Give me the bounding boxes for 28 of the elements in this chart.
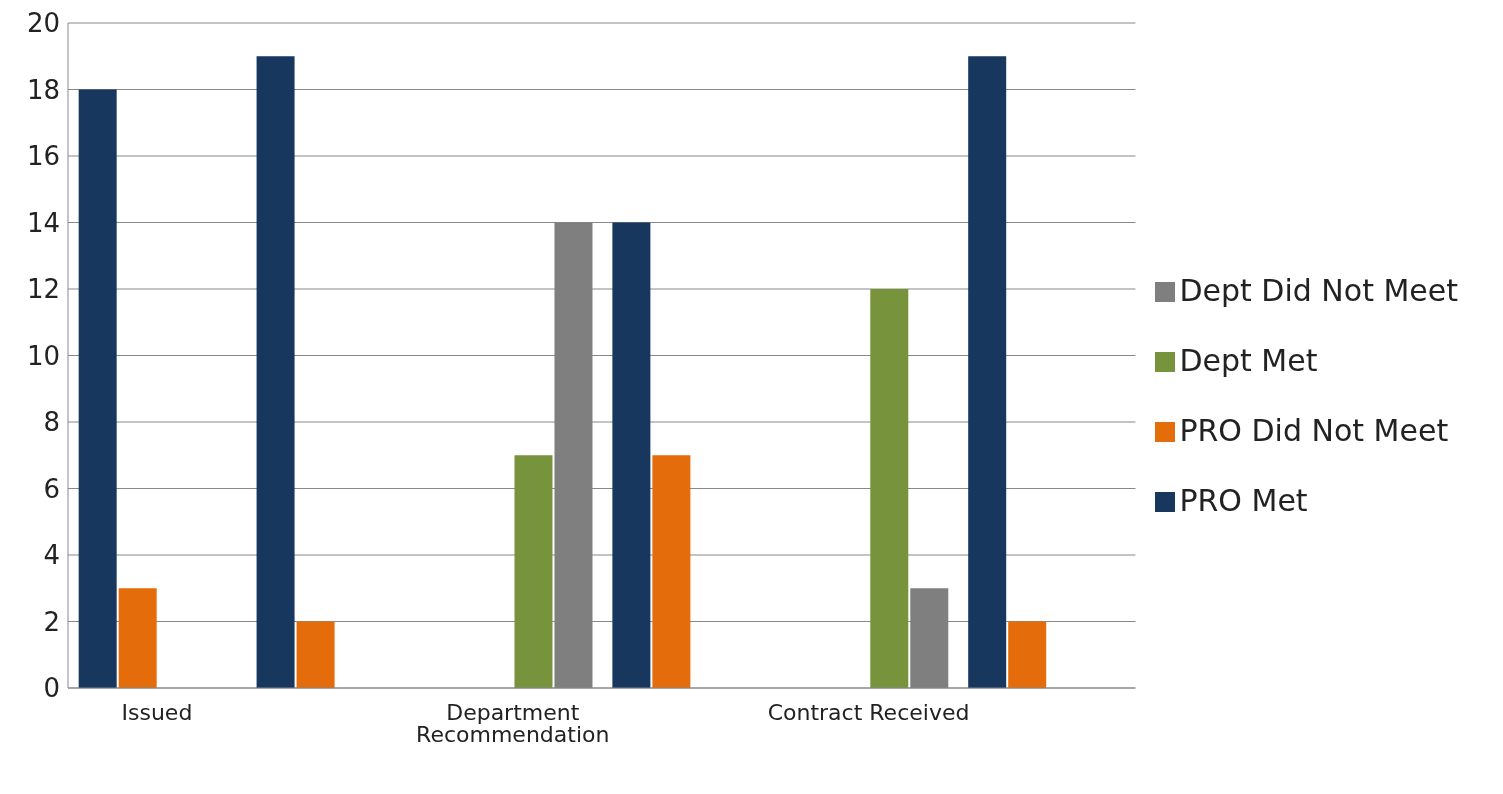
bar: [514, 455, 553, 688]
y-tick-label: 0: [43, 673, 60, 704]
bar: [870, 289, 909, 688]
y-tick-label: 8: [43, 407, 60, 438]
y-tick-label: 2: [43, 606, 60, 637]
y-tick-label: 16: [26, 141, 60, 172]
x-tick-label: Department Recommendation: [416, 699, 610, 747]
bar: [118, 588, 157, 688]
y-tick-label: 18: [26, 74, 60, 105]
y-tick-label: 20: [26, 8, 60, 39]
bar: [612, 222, 651, 688]
bar: [78, 89, 117, 688]
bar: [1008, 621, 1047, 688]
y-tick-label: 14: [26, 207, 60, 238]
bar: [296, 621, 335, 688]
y-tick-label: 6: [43, 473, 60, 504]
y-tick-label: 4: [43, 540, 60, 571]
legend-label: Dept Did Not Meet: [1179, 272, 1458, 308]
legend-label: PRO Did Not Meet: [1179, 412, 1449, 448]
legend-label: PRO Met: [1179, 482, 1308, 518]
x-tick-label: Contract Received: [767, 699, 970, 725]
bar: [652, 455, 691, 688]
x-tick-label: Issued: [121, 699, 193, 725]
legend-label: Dept Met: [1179, 342, 1318, 378]
y-tick-label: 12: [26, 274, 60, 305]
bar: [256, 56, 295, 688]
bar: [968, 56, 1007, 688]
y-tick-label: 10: [26, 340, 60, 371]
